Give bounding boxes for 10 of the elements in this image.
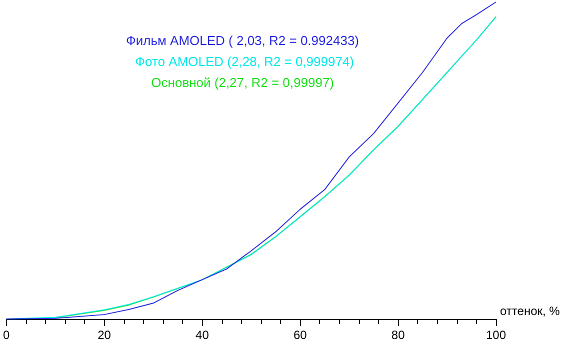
x-axis-title: оттенок, % — [500, 304, 560, 318]
x-tick-label: 80 — [391, 328, 406, 342]
x-tick-label: 40 — [196, 328, 210, 342]
text: Основной (2,27, R2 = 0,99997) — [151, 75, 334, 90]
x-tick-label: 60 — [293, 328, 308, 342]
x-tick-label: 100 — [486, 328, 506, 342]
text: Фильм AMOLED ( 2,03, R2 = 0.992433) — [126, 33, 360, 48]
x-tick-label: 20 — [98, 328, 112, 342]
x-tick-label: 0 — [2, 328, 10, 342]
text: Фото AMOLED (2,28, R2 = 0,999974) — [135, 54, 354, 69]
